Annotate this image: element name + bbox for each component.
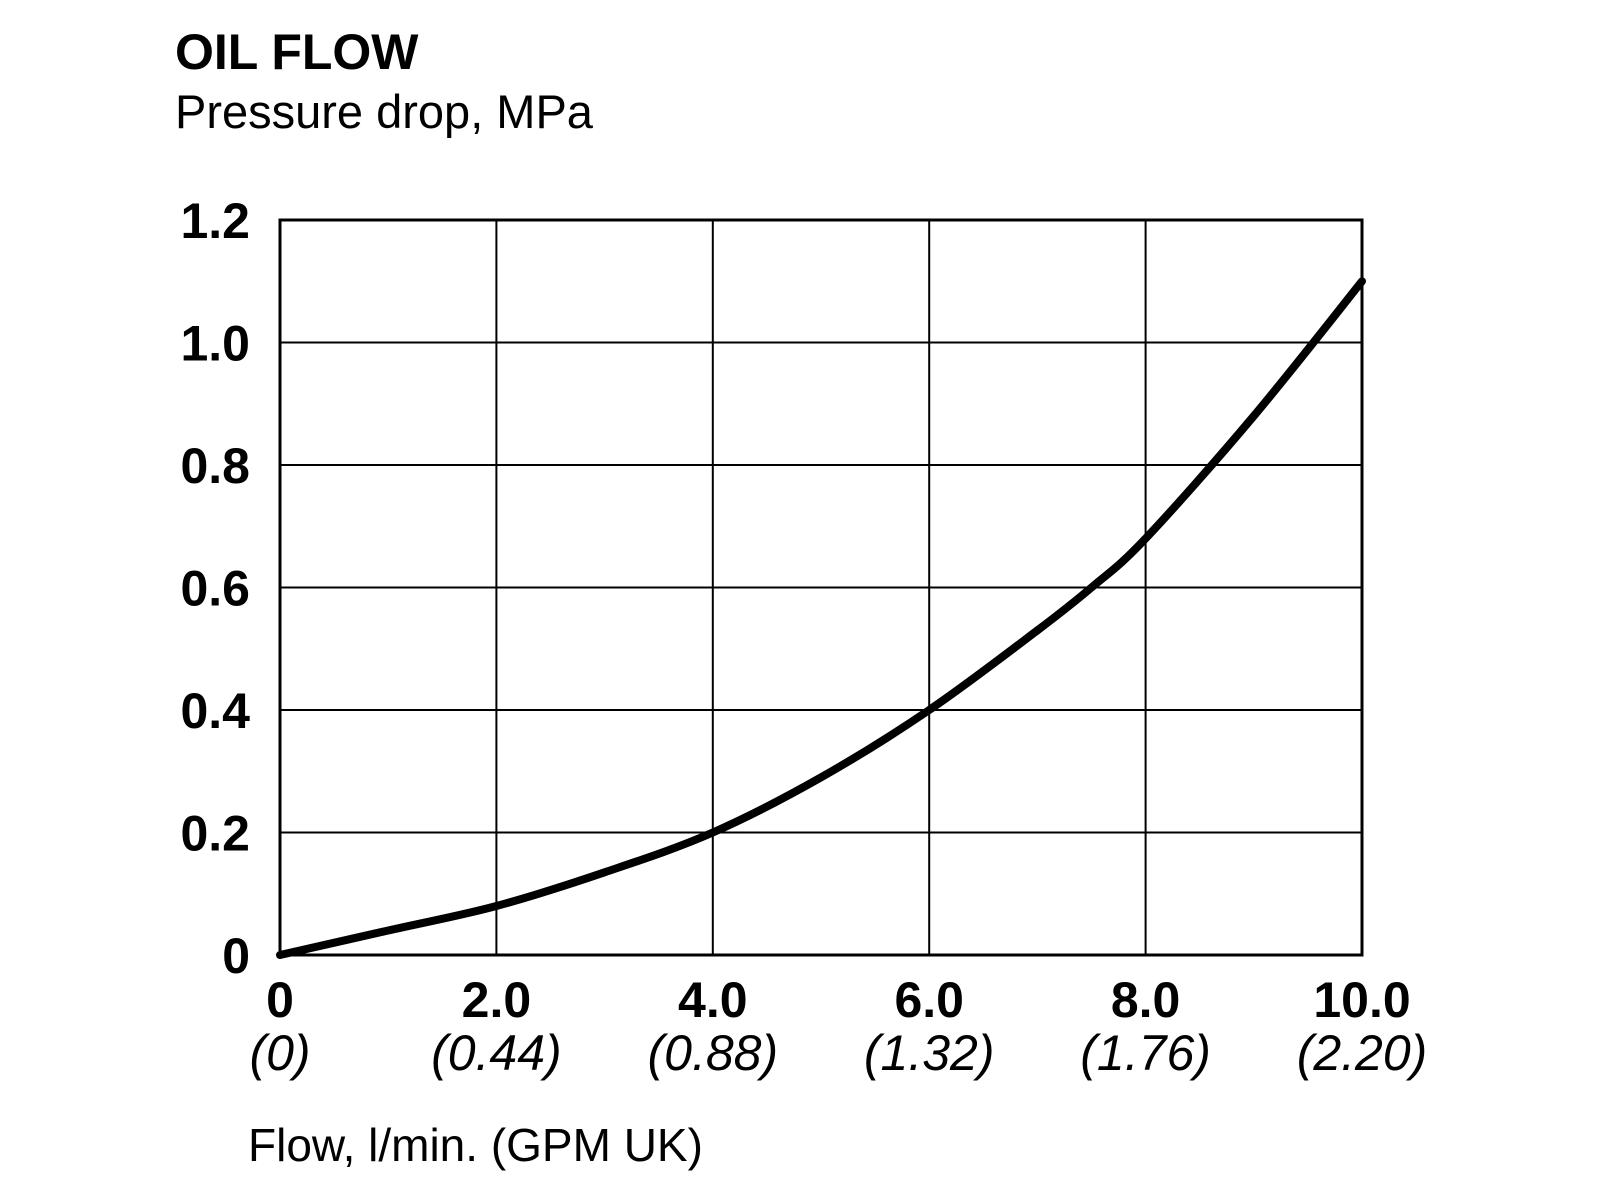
series-layer xyxy=(276,277,1366,959)
x-tick-label: 0 xyxy=(266,972,294,1028)
y-tick-labels: 0 0.2 0.4 0.6 0.8 1.0 1.2 xyxy=(180,193,250,984)
chart-title: OIL FLOW xyxy=(175,24,419,80)
x-tick-label: 4.0 xyxy=(678,972,748,1028)
y-tick-label: 1.0 xyxy=(180,316,250,372)
x-tick-label-secondary: (1.32) xyxy=(864,1025,995,1081)
x-tick-label-secondary: (0.88) xyxy=(647,1025,778,1081)
x-tick-label: 6.0 xyxy=(894,972,964,1028)
y-tick-label: 0.4 xyxy=(180,683,250,739)
plot-frame xyxy=(278,218,1364,957)
x-tick-label: 8.0 xyxy=(1111,972,1181,1028)
x-tick-label: 2.0 xyxy=(462,972,532,1028)
x-tick-label-secondary: (0.44) xyxy=(431,1025,562,1081)
series-line xyxy=(276,277,1366,959)
x-axis-label: Flow, l/min. (GPM UK) xyxy=(248,1119,703,1171)
x-tick-label-secondary: (1.76) xyxy=(1080,1025,1211,1081)
y-tick-label: 1.2 xyxy=(180,193,250,249)
x-tick-label: 10.0 xyxy=(1313,972,1410,1028)
grid xyxy=(280,220,1362,955)
y-tick-label: 0.2 xyxy=(180,806,250,862)
x-tick-label-secondary: (2.20) xyxy=(1297,1025,1428,1081)
y-tick-label: 0.8 xyxy=(180,438,250,494)
y-axis-label: Pressure drop, MPa xyxy=(175,85,593,138)
x-tick-label-secondary: (0) xyxy=(249,1025,310,1081)
y-tick-label: 0.6 xyxy=(180,561,250,617)
y-tick-label: 0 xyxy=(222,928,250,984)
x-tick-labels: 0(0) 2.0(0.44) 4.0(0.88) 6.0(1.32) 8.0(1.76)… xyxy=(249,972,1427,1081)
